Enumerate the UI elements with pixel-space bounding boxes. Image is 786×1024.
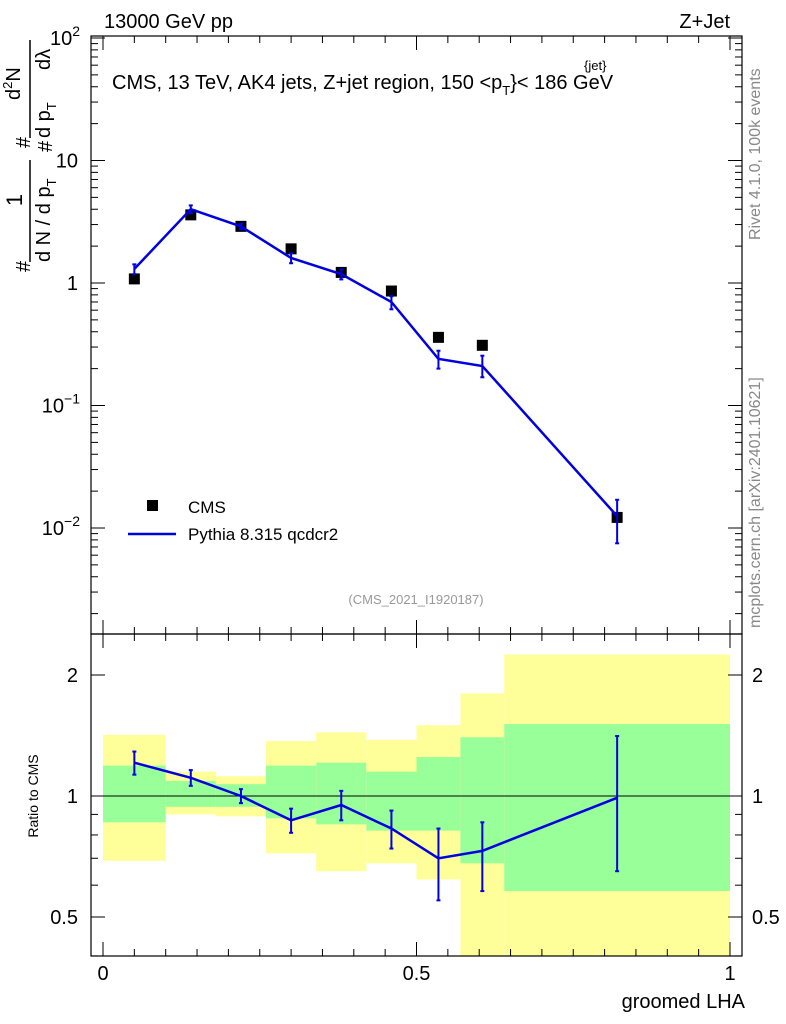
cms-data-point <box>432 331 444 343</box>
ylabel-dpt: d pT <box>33 102 59 138</box>
ratio-ytick-label: 2 <box>67 665 78 687</box>
main-title-end: }< 186 GeV <box>510 72 614 94</box>
legend-label-mc: Pythia 8.315 qcdcr2 <box>188 525 338 544</box>
cms-data-point <box>285 243 297 255</box>
ylabel-hash-1: # <box>13 260 35 272</box>
legend: CMS Pythia 8.315 qcdcr2 <box>128 498 338 544</box>
x-axis-label: groomed LHA <box>622 991 746 1013</box>
mc-series-line <box>133 207 619 517</box>
main-series <box>128 204 623 545</box>
ratio-xtick-label: 0.5 <box>403 963 431 985</box>
main-title-sup: {jet} <box>584 58 607 73</box>
main-axes: 102 10 1 10−1 10−2 <box>42 23 743 635</box>
main-ytick-label: 10−1 <box>42 391 80 418</box>
header-energy: 13000 GeV pp <box>104 11 233 33</box>
ylabel-hash-2: # <box>35 140 57 152</box>
ratio-xtick-label: 0 <box>97 963 108 985</box>
main-ytick-label: 10−2 <box>42 513 80 540</box>
ratio-ytick-label-right: 2 <box>752 665 763 687</box>
cms-data-point <box>185 209 197 221</box>
side-version: Rivet 4.1.0, 100k events <box>747 68 764 240</box>
legend-label-cms: CMS <box>188 498 226 517</box>
side-source: mcplots.cern.ch [arXiv:2401.10621] <box>747 377 764 628</box>
ratio-ylabel: Ratio to CMS <box>25 754 41 837</box>
main-ytick-label: 10 <box>56 151 78 173</box>
main-title-sub: T <box>502 83 510 98</box>
main-ytick-label: 1 <box>67 273 78 295</box>
cms-data-point <box>476 339 488 351</box>
ratio-ytick-label: 0.5 <box>50 907 78 929</box>
ylabel-hash-3: # <box>13 136 35 148</box>
main-title-text: CMS, 13 TeV, AK4 jets, Z+jet region, 150… <box>112 72 502 94</box>
legend-marker-cms <box>147 500 158 511</box>
main-frame <box>90 35 743 635</box>
ratio-xtick-label: 1 <box>724 963 735 985</box>
ylabel-dn: d N / d pT <box>33 178 59 262</box>
ratio-ytick-label-right: 0.5 <box>752 907 780 929</box>
analysis-id: (CMS_2021_I1920187) <box>348 592 483 607</box>
cms-data-point <box>385 285 397 297</box>
ratio-bands <box>103 654 730 956</box>
main-ylabel: # 1 d N / d pT # # d2N d pT dλ <box>0 40 59 272</box>
ylabel-d2n: d2N <box>0 67 25 100</box>
cms-data-point <box>128 273 140 285</box>
ratio-ytick-label-right: 1 <box>752 786 763 808</box>
ratio-band-inner <box>416 757 461 831</box>
ylabel-one: 1 <box>2 194 27 206</box>
main-ytick-label: 102 <box>50 23 80 50</box>
main-title: CMS, 13 TeV, AK4 jets, Z+jet region, 150… <box>112 72 614 98</box>
ratio-ytick-label: 1 <box>67 786 78 808</box>
header-process: Z+Jet <box>679 11 730 33</box>
ratio-axes: 2 2 1 1 0.5 0.5 0 0.5 1 <box>50 633 780 985</box>
ratio-series <box>132 735 620 902</box>
ylabel-dlambda: dλ <box>33 49 55 70</box>
